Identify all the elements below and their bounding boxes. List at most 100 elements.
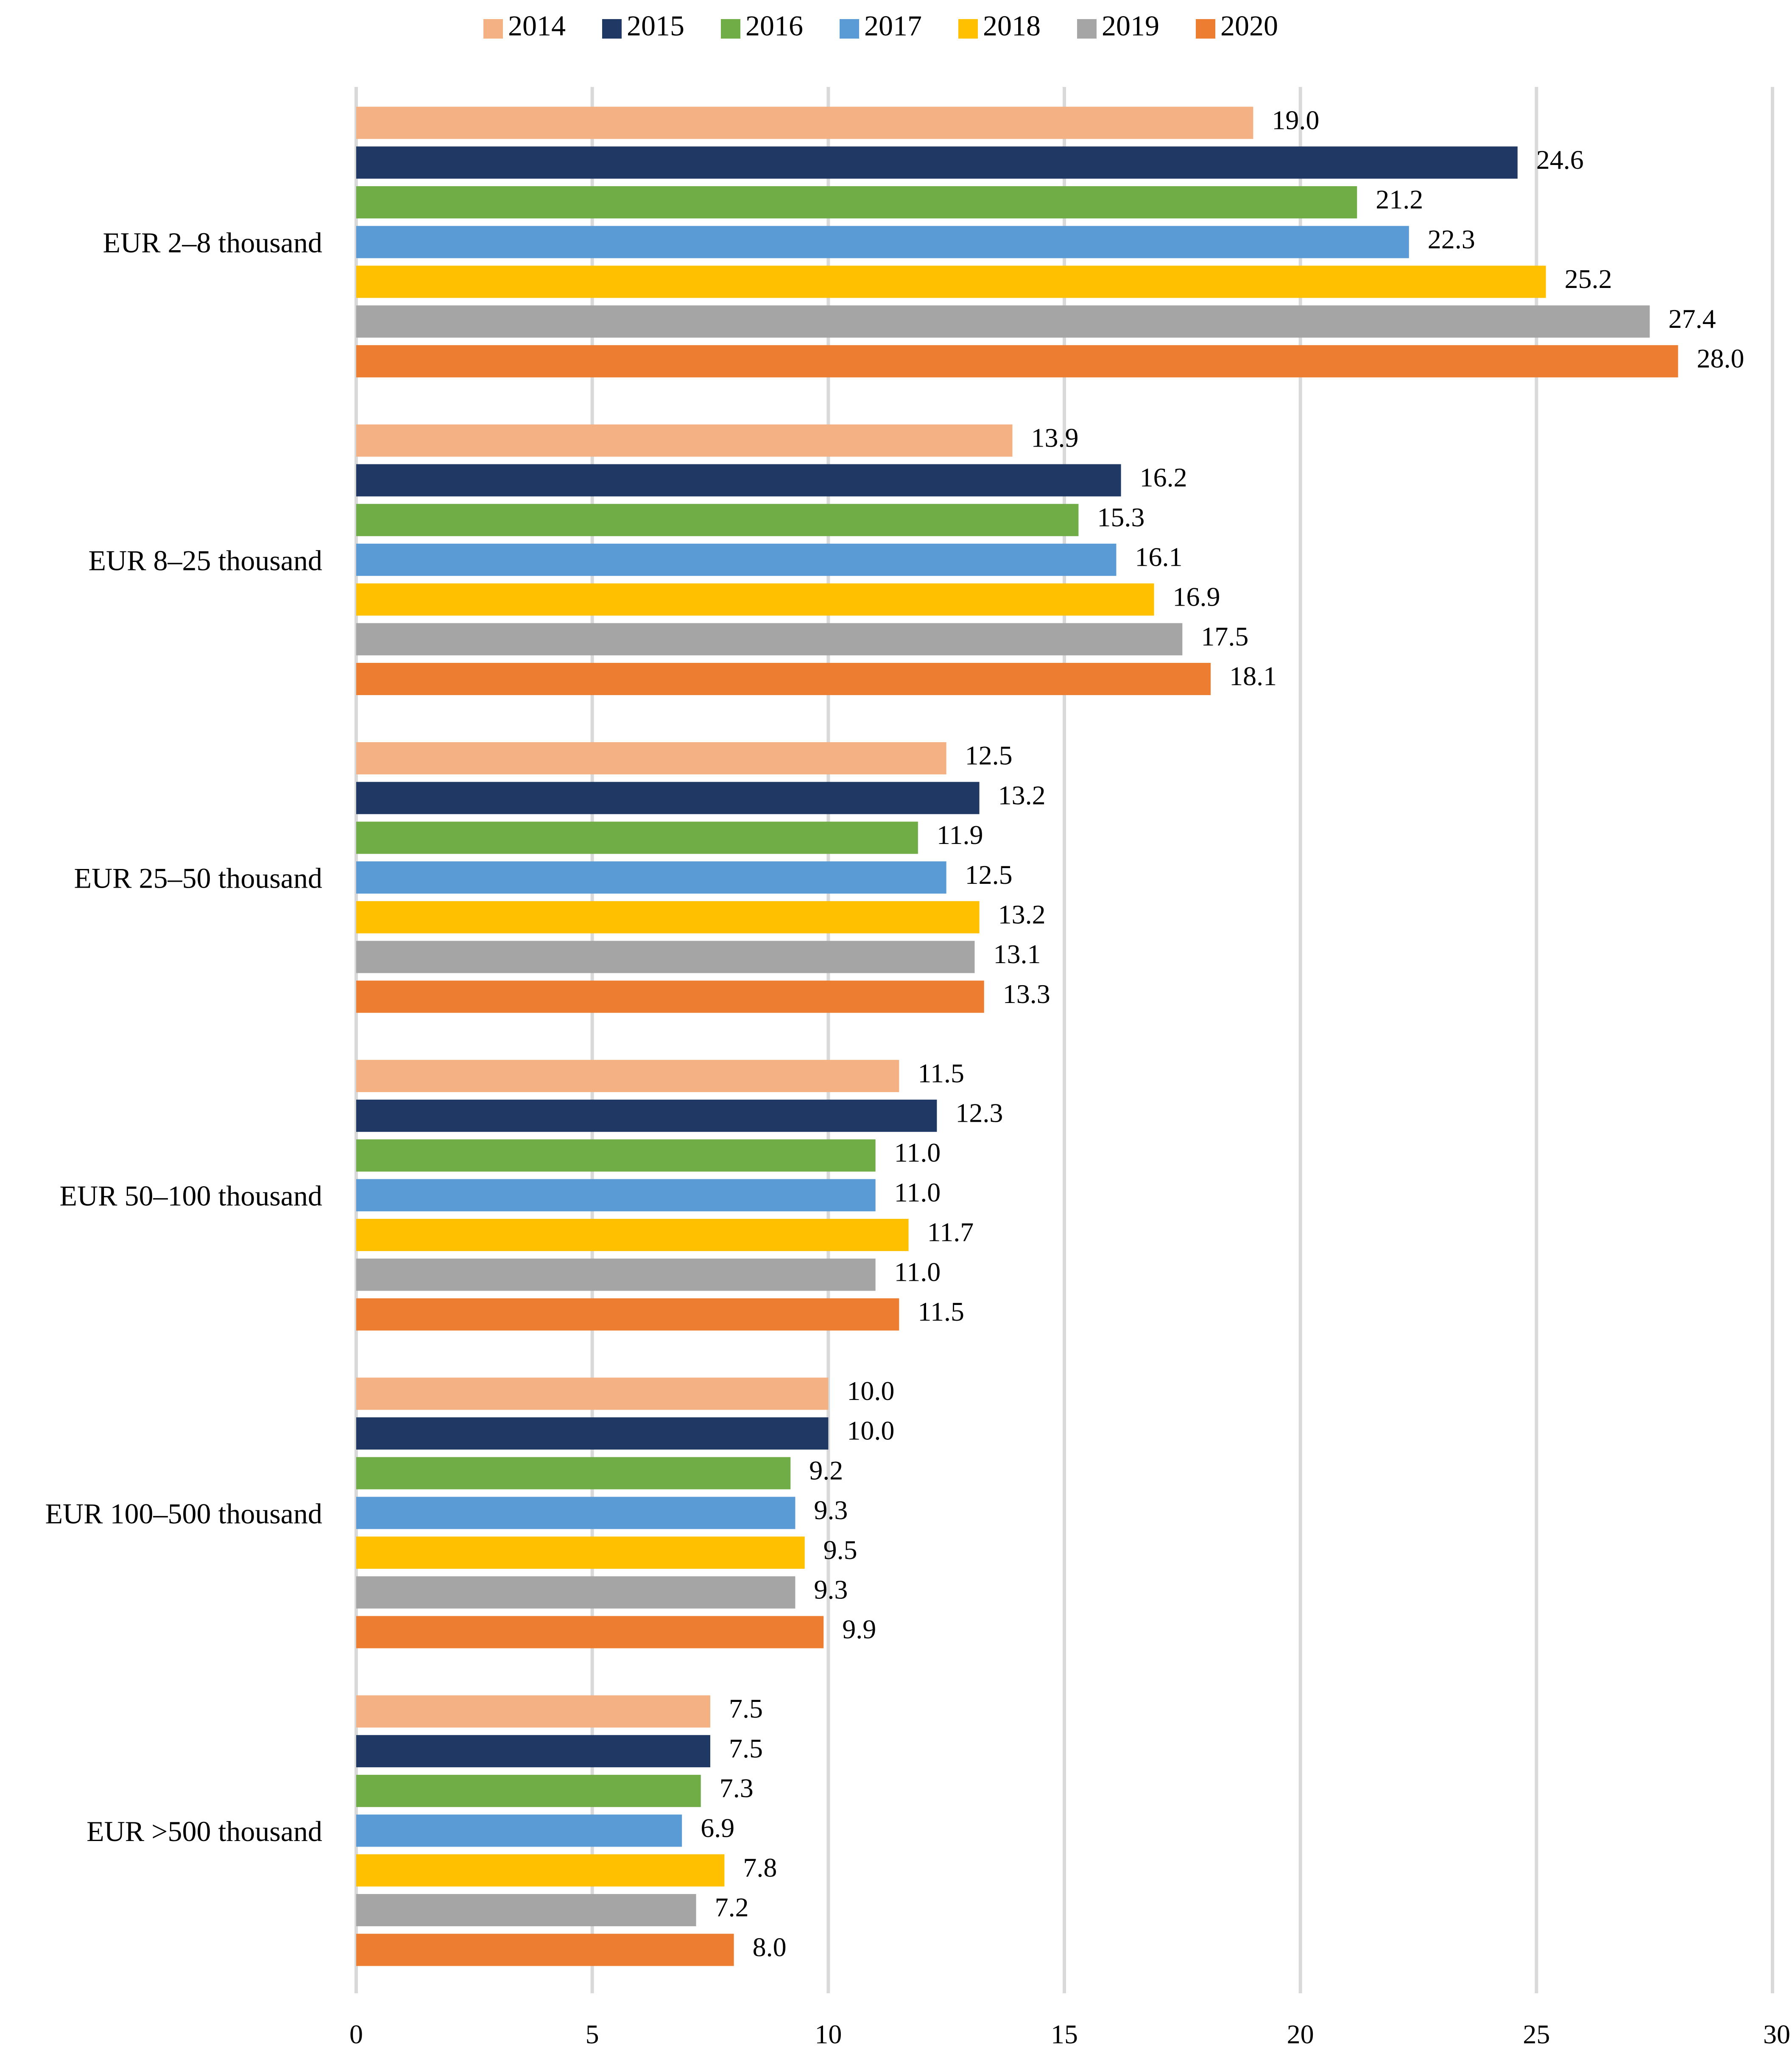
bar [356,106,1253,139]
bar [356,1258,876,1291]
bar [356,1537,805,1569]
bar [356,1060,899,1092]
data-label: 8.0 [753,1932,787,1962]
bar [356,464,1121,497]
bar [356,1695,710,1728]
data-label: 16.1 [1135,542,1182,572]
category-label: EUR 50–100 thousand [59,1180,322,1212]
legend-swatch [1196,19,1215,39]
data-label: 9.3 [814,1495,848,1525]
data-label: 21.2 [1376,184,1423,215]
x-tick-label: 20 [1287,2019,1314,2049]
legend-swatch [602,19,622,39]
bar [356,1218,909,1251]
bar [356,424,1013,457]
data-label: 25.2 [1565,264,1612,294]
data-label: 11.0 [894,1257,941,1287]
bar [356,504,1079,536]
category-label: EUR 25–50 thousand [74,862,322,894]
legend-swatch [958,19,978,39]
bar [356,901,980,933]
x-tick-label: 0 [349,2019,363,2049]
bar [356,1457,791,1489]
legend-label: 2018 [983,10,1041,42]
data-label: 11.9 [937,820,983,850]
data-label: 11.5 [918,1058,964,1088]
x-axis-tick-labels: 0 5 10 15 20 25 30 [349,2019,1790,2049]
data-label: 27.4 [1669,304,1716,334]
bar [356,226,1409,258]
category-label: EUR 100–500 thousand [45,1497,322,1530]
data-label: 9.5 [823,1535,857,1565]
x-tick-label: 30 [1763,2019,1790,2049]
data-label: 10.0 [847,1416,894,1446]
data-label: 7.2 [715,1892,749,1922]
chart-legend: 2014 2015 2016 2017 2018 2019 2020 [483,10,1278,42]
data-label: 11.0 [894,1137,941,1168]
bar [356,1497,796,1529]
bar [356,1576,796,1609]
data-label: 11.0 [894,1177,941,1207]
bar [356,1417,829,1450]
bar [356,1854,725,1887]
data-label: 15.3 [1097,502,1144,532]
bar [356,742,946,774]
data-label: 13.2 [998,899,1046,929]
data-label: 16.9 [1173,581,1220,612]
legend-label: 2017 [864,10,922,42]
legend-label: 2016 [745,10,803,42]
data-label: 7.3 [720,1773,754,1803]
bar [356,1814,682,1847]
data-label: 16.2 [1140,462,1187,492]
category-label: EUR 2–8 thousand [103,226,322,259]
data-label: 12.5 [965,860,1013,890]
bar [356,305,1650,338]
data-label: 24.6 [1536,145,1584,175]
data-label: 7.8 [743,1852,777,1883]
data-label: 13.2 [998,780,1046,810]
bar [356,583,1154,616]
bar [356,1774,701,1807]
data-label: 12.3 [955,1098,1003,1128]
legend-label: 2019 [1102,10,1159,42]
bar [356,1298,899,1331]
data-label: 19.0 [1272,105,1319,135]
category-label: EUR >500 thousand [87,1815,322,1847]
legend-label: 2015 [627,10,684,42]
data-label: 13.9 [1031,422,1079,453]
bar [356,1179,876,1212]
bar [356,663,1211,695]
bar [356,345,1678,377]
bar [356,1933,734,1966]
bar [356,1894,696,1926]
bar [356,543,1117,576]
category-labels: EUR 2–8 thousand EUR 8–25 thousand EUR 25–… [45,226,322,1847]
legend-swatch [840,19,859,39]
x-tick-label: 5 [586,2019,599,2049]
data-label: 10.0 [847,1376,894,1406]
data-label: 9.3 [814,1574,848,1604]
legend-label: 2020 [1220,10,1278,42]
bar [356,186,1357,219]
bar [356,981,984,1013]
legend-swatch [483,19,503,39]
bar [356,623,1183,656]
data-label: 18.1 [1229,661,1277,691]
bar [356,782,980,814]
data-label: 9.9 [842,1614,876,1644]
data-label: 11.5 [918,1296,964,1327]
bar [356,1616,824,1648]
x-tick-label: 15 [1051,2019,1078,2049]
data-label: 11.7 [927,1217,974,1247]
legend-swatch [1077,19,1097,39]
bar [356,941,975,973]
legend-swatch [721,19,740,39]
data-label: 6.9 [701,1813,734,1843]
bar [356,1099,937,1132]
data-labels: 19.0 24.6 21.222.3 25.2 27.4 28.0 13.9 16.2 15.3… [701,105,1744,1962]
data-label: 7.5 [729,1693,763,1724]
data-label: 12.5 [965,740,1013,771]
category-label: EUR 8–25 thousand [88,544,322,576]
bar [356,1139,876,1172]
